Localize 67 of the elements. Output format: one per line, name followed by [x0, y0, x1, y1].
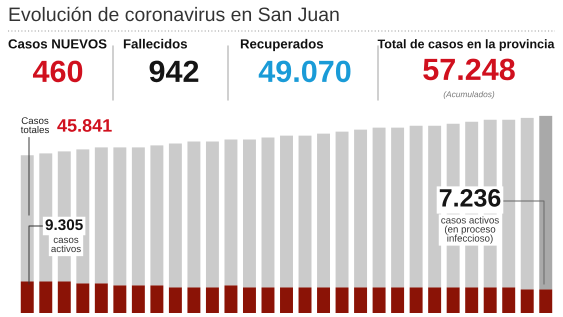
bar	[224, 140, 238, 286]
bar	[298, 136, 312, 288]
text: Fallecidos	[124, 38, 187, 49]
bar	[262, 138, 274, 288]
bar	[187, 141, 200, 288]
bar	[280, 136, 293, 288]
bar	[539, 289, 552, 313]
bar	[168, 143, 182, 288]
text: (Acumulados)	[444, 91, 494, 99]
bar	[484, 287, 497, 313]
bar	[150, 285, 164, 313]
annotation: casos activos	[51, 238, 81, 252]
bar	[113, 147, 126, 286]
bar	[113, 285, 126, 313]
bar	[428, 126, 442, 288]
bar	[94, 283, 108, 313]
bar	[354, 130, 368, 288]
text: 57.248	[423, 58, 515, 80]
bar	[336, 287, 349, 313]
bar	[39, 281, 52, 313]
bar	[410, 126, 423, 288]
bar	[242, 140, 256, 288]
annotation: 45.841	[57, 119, 112, 132]
bar	[58, 281, 71, 313]
bar	[132, 285, 145, 313]
bar	[317, 134, 330, 288]
bar	[298, 287, 312, 313]
bar	[410, 287, 423, 313]
bar	[242, 287, 256, 313]
bar	[446, 287, 460, 313]
annotation: 9.305	[46, 219, 83, 230]
text: Evolución de coronavirus en San Juan	[10, 6, 339, 22]
bar	[354, 287, 368, 313]
bar	[187, 287, 200, 313]
text: 460	[32, 60, 82, 82]
bar	[465, 287, 478, 313]
bar	[372, 287, 386, 313]
bar	[76, 283, 90, 313]
bar	[206, 141, 219, 288]
bar	[336, 132, 349, 288]
text: Casos NUEVOS	[8, 39, 106, 49]
bar	[539, 116, 552, 290]
bar	[280, 287, 293, 313]
bar	[520, 289, 534, 313]
annotation: 7.236	[440, 189, 500, 207]
bar	[168, 287, 182, 313]
bar	[372, 128, 386, 288]
text: Total de casos en la provincia	[378, 39, 555, 51]
text: 942	[150, 60, 198, 82]
bar	[20, 281, 34, 313]
bar	[502, 287, 516, 313]
bar	[150, 145, 164, 286]
bar	[224, 285, 238, 313]
bar	[317, 287, 330, 313]
bar	[520, 118, 534, 290]
text: Recuperados	[240, 38, 324, 52]
bar	[206, 287, 219, 313]
bar	[132, 147, 145, 286]
bar	[391, 287, 404, 313]
bar	[502, 120, 516, 288]
text: 49.070	[258, 60, 350, 82]
bar	[262, 287, 274, 313]
bar	[428, 287, 442, 313]
bar	[391, 128, 404, 288]
annotation: Casos totales	[20, 117, 49, 134]
bar	[94, 147, 108, 284]
annotation: casos activos (en proceso infeccioso)	[441, 216, 499, 244]
